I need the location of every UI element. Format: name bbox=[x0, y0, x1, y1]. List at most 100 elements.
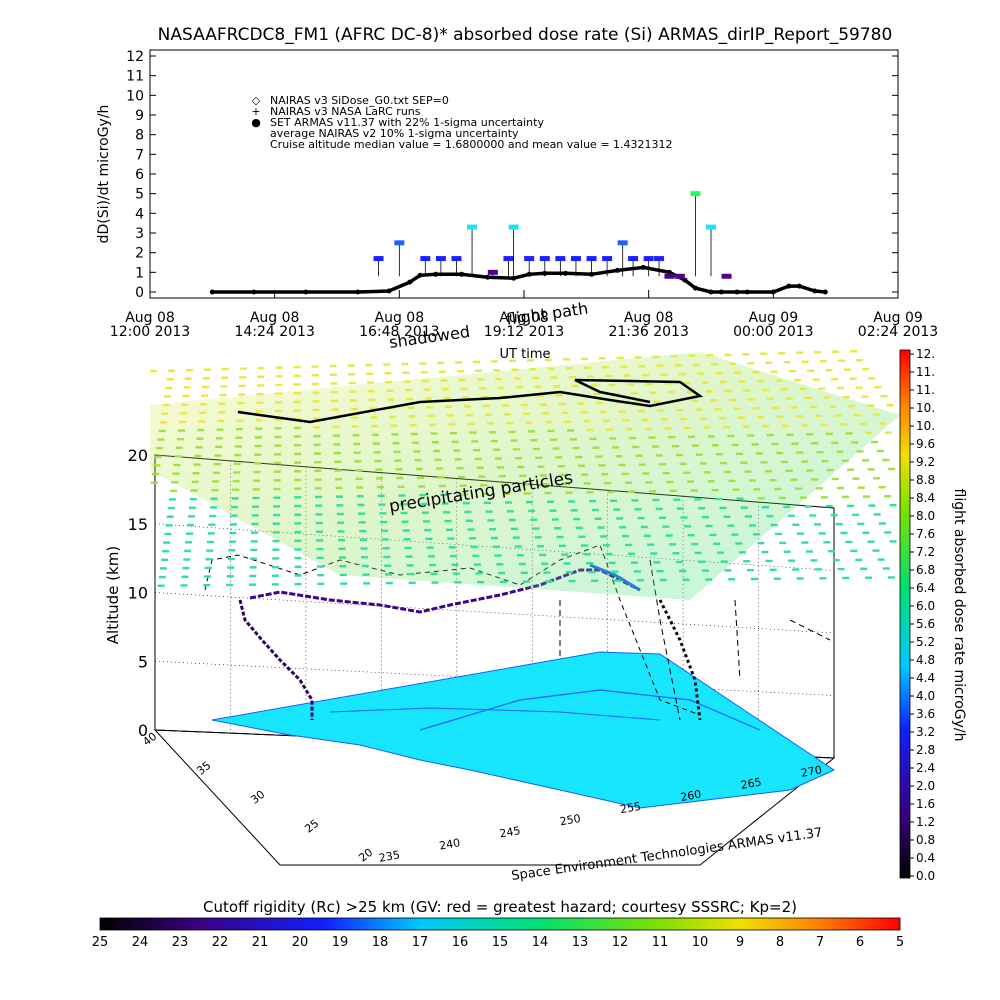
layer-dot bbox=[467, 528, 475, 531]
layer-dot bbox=[294, 513, 302, 516]
layer-dot bbox=[729, 398, 737, 402]
layer-dot bbox=[815, 414, 823, 418]
measurement-point bbox=[617, 240, 628, 246]
colorbar-tick-label: 12. bbox=[916, 347, 935, 361]
legend-symbol: ● bbox=[251, 116, 261, 129]
layer-dot bbox=[396, 476, 404, 480]
layer-dot bbox=[665, 534, 673, 537]
layer-dot bbox=[526, 359, 534, 362]
layer-dot bbox=[294, 582, 302, 586]
layer-dot bbox=[253, 462, 261, 465]
layer-dot bbox=[456, 466, 464, 470]
layer-dot bbox=[537, 394, 545, 397]
layer-dot bbox=[662, 525, 670, 528]
layer-dot bbox=[699, 417, 707, 420]
layer-dot bbox=[275, 401, 283, 404]
layer-dot bbox=[204, 566, 212, 570]
layer-dot bbox=[779, 541, 787, 545]
dose-colorbar-ticks: 12. 11. 11. 10. 10. 9.6 9.2 8.8 8.4 8.0 7.6 7.2 6.8 6… bbox=[910, 347, 935, 883]
layer-dot bbox=[547, 429, 555, 433]
layer-dot bbox=[578, 535, 586, 538]
layer-dot bbox=[501, 404, 509, 407]
layer-dot bbox=[355, 477, 363, 481]
layer-dot bbox=[796, 351, 804, 354]
layer-dot bbox=[441, 388, 449, 391]
layer-dot bbox=[747, 568, 755, 572]
layer-dot bbox=[400, 511, 408, 515]
layer-dot bbox=[718, 416, 726, 420]
layer-dot bbox=[314, 487, 322, 490]
layer-dot bbox=[672, 444, 680, 448]
layer-dot bbox=[237, 402, 245, 405]
layer-dot bbox=[185, 541, 193, 544]
layer-dot bbox=[437, 476, 445, 479]
layer-dot bbox=[329, 364, 337, 368]
x-tick-day: Aug 08 bbox=[250, 310, 300, 326]
layer-dot bbox=[659, 516, 667, 519]
layer-dot bbox=[459, 484, 467, 487]
layer-dot bbox=[724, 470, 732, 474]
layer-dot bbox=[250, 548, 258, 552]
layer-dot bbox=[517, 465, 525, 469]
layer-dot bbox=[635, 454, 643, 457]
layer-dot bbox=[598, 464, 606, 467]
layer-dot bbox=[375, 468, 383, 471]
layer-dot bbox=[410, 432, 418, 436]
layer-dot bbox=[825, 505, 833, 508]
colorbar-tick-label: 0.4 bbox=[916, 851, 935, 865]
layer-dot bbox=[623, 374, 631, 377]
layer-dot bbox=[367, 381, 375, 384]
layer-dot bbox=[703, 471, 711, 474]
layer-dot bbox=[783, 505, 791, 509]
layer-dot bbox=[356, 495, 364, 498]
layer-dot bbox=[383, 363, 391, 366]
layer-dot bbox=[401, 520, 409, 523]
layer-dot bbox=[562, 482, 570, 486]
layer-dot bbox=[555, 456, 563, 459]
layer-dot bbox=[769, 568, 777, 572]
layer-dot bbox=[380, 520, 388, 524]
legend: ◇ NAIRAS v3 SiDose_G0.txt SEP=0 + NAIRAS v3… bbox=[251, 94, 672, 151]
layer-dot bbox=[616, 356, 624, 360]
rigidity-tick-label: 22 bbox=[212, 935, 229, 950]
layer-dot bbox=[519, 474, 527, 477]
layer-dot bbox=[660, 418, 668, 421]
layer-dot bbox=[496, 563, 504, 566]
layer-dot bbox=[347, 364, 355, 367]
layer-dot bbox=[184, 377, 192, 380]
layer-dot bbox=[365, 363, 373, 367]
layer-dot bbox=[421, 511, 429, 514]
layer-dot bbox=[176, 437, 184, 441]
layer-dot bbox=[445, 405, 453, 409]
layer-dot bbox=[707, 480, 715, 483]
layer-dot bbox=[273, 461, 281, 465]
layer-dot bbox=[382, 547, 390, 550]
layer-dot bbox=[239, 376, 247, 379]
layer-dot bbox=[473, 563, 481, 566]
layer-dot bbox=[740, 506, 748, 509]
layer-dot bbox=[701, 569, 709, 572]
layer-dot bbox=[166, 378, 174, 381]
x-tick-time: 16:48 2013 bbox=[359, 324, 439, 340]
layer-dot bbox=[757, 416, 765, 419]
layer-dot bbox=[753, 488, 761, 491]
layer-dot bbox=[682, 381, 690, 385]
layer-dot bbox=[602, 419, 610, 423]
layer-dot bbox=[314, 461, 322, 464]
layer-dot bbox=[173, 463, 181, 467]
layer-dot bbox=[506, 421, 514, 425]
layer-dot bbox=[850, 549, 858, 553]
layer-dot bbox=[652, 355, 660, 359]
layer-dot bbox=[348, 373, 356, 376]
layer-dot bbox=[452, 572, 460, 575]
layer-dot bbox=[180, 584, 188, 587]
layer-dot bbox=[632, 445, 640, 449]
layer-dot bbox=[249, 566, 257, 569]
layer-dot bbox=[583, 420, 591, 423]
layer-dot bbox=[451, 440, 459, 444]
layer-dot bbox=[711, 444, 719, 447]
layer-dot bbox=[740, 461, 748, 464]
altitude-gridline bbox=[154, 592, 835, 634]
layer-dot bbox=[450, 554, 458, 558]
layer-dot bbox=[850, 350, 857, 353]
